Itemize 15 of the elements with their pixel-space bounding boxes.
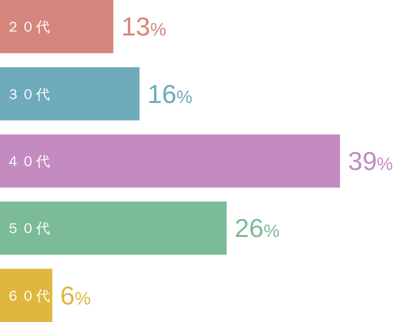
y-tick-label: ４０代 bbox=[6, 154, 51, 170]
bar: ５０代 bbox=[0, 202, 227, 255]
data-label: 13% bbox=[121, 12, 166, 42]
data-label: 39% bbox=[348, 146, 393, 176]
y-tick-label: ５０代 bbox=[6, 221, 51, 238]
bar: ４０代 bbox=[0, 134, 340, 188]
y-tick-label: ２０代 bbox=[6, 20, 51, 36]
y-tick-label: ６０代 bbox=[6, 288, 51, 304]
data-label: 6% bbox=[60, 280, 91, 310]
bar: ６０代 bbox=[0, 268, 52, 322]
bar: ３０代 bbox=[0, 67, 140, 120]
bar: ２０代 bbox=[0, 0, 114, 54]
data-label: 16% bbox=[147, 78, 192, 109]
data-label: 26% bbox=[234, 213, 280, 244]
y-tick-label: ３０代 bbox=[6, 86, 51, 103]
